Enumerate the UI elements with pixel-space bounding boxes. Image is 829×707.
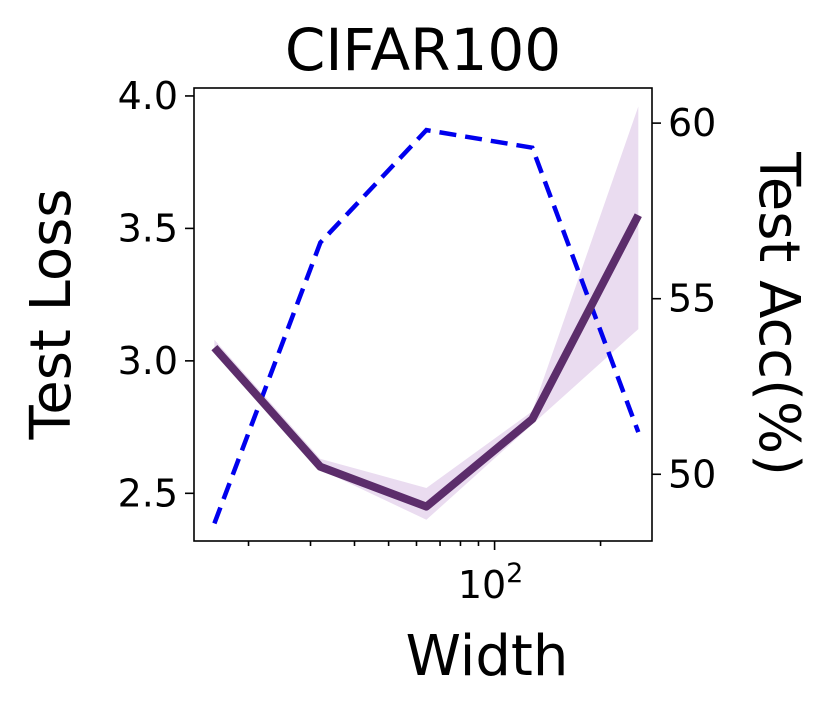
right-tick-label: 60 bbox=[668, 101, 716, 145]
right-tick-label: 55 bbox=[668, 277, 716, 321]
series-layer bbox=[211, 127, 642, 525]
right-tick-label: 50 bbox=[668, 452, 716, 496]
right-axis-label: Test Acc(%) bbox=[746, 151, 811, 476]
left-axis-label: Test Loss bbox=[19, 189, 84, 441]
left-tick-label: 2.5 bbox=[118, 471, 178, 515]
x-tick-label: 102 bbox=[458, 558, 524, 607]
x-axis: 102 bbox=[247, 541, 602, 607]
loss-line bbox=[211, 213, 642, 511]
right-axis: 50 55 60 bbox=[652, 101, 716, 496]
left-tick-label: 4.0 bbox=[118, 74, 178, 118]
chart-title: CIFAR100 bbox=[285, 16, 561, 84]
accuracy-line bbox=[212, 127, 641, 525]
plot-frame bbox=[193, 87, 653, 542]
left-tick-label: 3.0 bbox=[118, 339, 178, 383]
loss-band bbox=[214, 106, 639, 520]
left-tick-label: 3.5 bbox=[118, 206, 178, 250]
left-axis: 2.5 3.0 3.5 4.0 bbox=[118, 74, 194, 515]
loss-band-layer bbox=[214, 106, 639, 520]
x-axis-label: Width bbox=[406, 624, 569, 689]
